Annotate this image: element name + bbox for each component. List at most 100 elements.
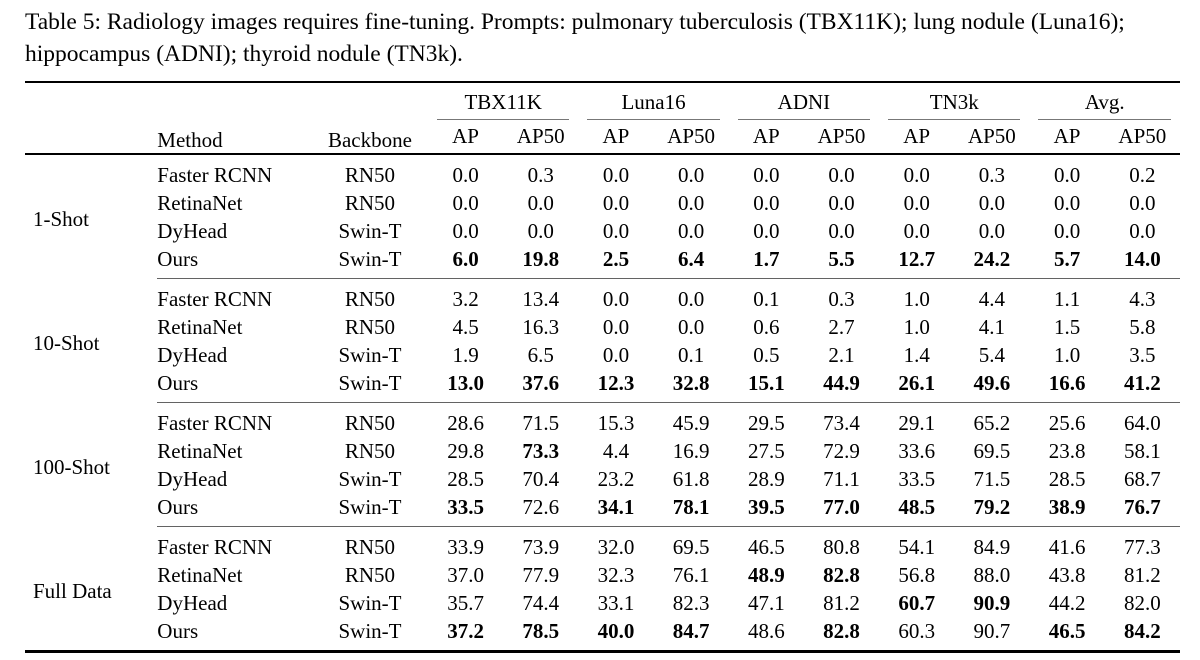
value-cell: 28.5 [1048,466,1086,491]
table-body: 1-Shot Faster RCNN RN50 0.0 0.3 0.0 0.0 0.0 0.0 0… [25,154,1180,652]
table-row: Ours Swin-T 33.5 72.6 34.1 78.1 39.5 77.0 48.5 79… [25,492,1180,527]
value-cell: 33.9 [447,534,484,559]
value-cell: 24.2 [954,244,1030,279]
backbone-cell: RN50 [344,162,396,187]
method-cell: RetinaNet [157,190,243,215]
value-cell: 0.0 [978,218,1006,243]
value-cell: 84.2 [1123,618,1161,643]
value-cell: 82.3 [672,590,710,615]
value-cell: 1.1 [1053,286,1081,311]
value-cell: 69.5 [672,534,710,559]
value-cell: 13.4 [522,286,560,311]
table-row: RetinaNet RN50 0.0 0.0 0.0 0.0 0.0 0.0 0.0 0.0 0.0… [25,189,1180,217]
backbone-cell: RN50 [344,438,396,463]
value-cell: 34.1 [578,492,654,527]
value-cell: 46.5 [1048,618,1086,643]
header-backbone: Backbone [327,127,412,152]
value-cell: 0.0 [452,218,479,243]
value-cell: 0.0 [678,190,705,215]
value-cell: 48.5 [879,492,955,527]
value-cell: 77.9 [522,562,560,587]
value-cell: 47.1 [747,590,785,615]
header-group-tbx11k: TBX11K [428,82,578,120]
header-ap: AP [602,123,630,148]
value-cell: 32.3 [597,562,635,587]
header-ap: AP [752,123,780,148]
method-cell: RetinaNet [157,438,243,463]
backbone-cell: RN50 [344,410,396,435]
header-ap50: AP50 [516,123,565,148]
value-cell: 37.6 [503,368,579,403]
value-cell: 0.2 [1129,162,1156,187]
value-cell: 82.0 [1123,590,1161,615]
value-cell: 28.9 [747,466,785,491]
table-header: Method Backbone TBX11K Luna16 ADNI TN3k … [25,82,1180,154]
value-cell: 68.7 [1123,466,1161,491]
value-cell: 0.0 [602,314,630,339]
value-cell: 16.9 [672,438,710,463]
table-row: Full Data Faster RCNN RN50 33.9 73.9 32.0 69.5… [25,526,1180,602]
value-cell: 74.4 [522,590,560,615]
table-row: RetinaNet RN50 4.5 16.3 0.0 0.0 0.6 2.7 1.0 4.1 1.… [25,313,1180,341]
value-cell: 2.5 [578,244,654,279]
value-cell: 4.4 [602,438,630,463]
value-cell: 82.8 [823,618,860,643]
value-cell: 77.0 [803,492,880,527]
value-cell: 12.7 [879,244,955,279]
method-cell: RetinaNet [157,562,243,587]
table-row: DyHead Swin-T 0.0 0.0 0.0 0.0 0.0 0.0 0.0 0.0 0.0 0… [25,217,1180,245]
value-cell: 41.6 [1048,534,1086,559]
value-cell: 58.1 [1123,438,1161,463]
value-cell: 0.0 [452,190,479,215]
value-cell: 5.5 [803,244,880,279]
value-cell: 29.1 [898,410,936,435]
value-cell: 70.4 [522,466,560,491]
table-row: Ours Swin-T 13.0 37.6 12.3 32.8 15.1 44.9 26.1 49… [25,368,1180,403]
value-cell: 49.6 [954,368,1030,403]
method-cell: RetinaNet [157,314,243,339]
header-group-label: Luna16 [587,90,720,120]
table-caption: Table 5: Radiology images requires fine-… [25,9,1125,67]
value-cell: 33.5 [427,492,504,527]
header-group-label: TBX11K [436,90,570,120]
value-cell: 73.3 [522,438,560,463]
value-cell: 73.9 [522,534,560,559]
value-cell: 1.9 [452,342,479,367]
value-cell: 4.1 [978,314,1006,339]
value-cell: 5.4 [978,342,1006,367]
value-cell: 73.4 [823,410,860,435]
method-cell: Ours [157,618,199,643]
header-ap50: AP50 [1118,123,1167,148]
value-cell: 15.1 [728,368,804,403]
backbone-cell: RN50 [344,190,396,215]
backbone-cell: RN50 [344,534,396,559]
value-cell: 32.8 [653,368,729,403]
value-cell: 0.0 [828,190,855,215]
value-cell: 48.9 [747,562,785,587]
value-cell: 48.6 [747,618,785,643]
value-cell: 0.0 [678,218,705,243]
value-cell: 71.1 [823,466,860,491]
method-cell: DyHead [157,466,228,491]
value-cell: 0.0 [753,218,780,243]
header-ap50: AP50 [667,123,716,148]
value-cell: 0.0 [452,162,479,187]
value-cell: 38.9 [1029,492,1105,527]
backbone-cell: Swin-T [311,492,428,527]
value-cell: 64.0 [1123,410,1161,435]
value-cell: 33.1 [597,590,635,615]
value-cell: 0.0 [527,218,554,243]
backbone-cell: Swin-T [338,218,402,243]
value-cell: 0.0 [602,286,630,311]
value-cell: 0.0 [1129,218,1156,243]
value-cell: 33.5 [898,466,936,491]
table-row: DyHead Swin-T 35.7 74.4 33.1 82.3 47.1 81.2 60.7… [25,589,1180,617]
value-cell: 0.0 [753,162,780,187]
value-cell: 0.3 [978,162,1006,187]
value-cell: 0.0 [678,314,705,339]
value-cell: 65.2 [973,410,1011,435]
value-cell: 1.0 [903,314,930,339]
value-cell: 84.7 [672,618,710,643]
value-cell: 4.4 [978,286,1006,311]
value-cell: 0.0 [903,162,930,187]
